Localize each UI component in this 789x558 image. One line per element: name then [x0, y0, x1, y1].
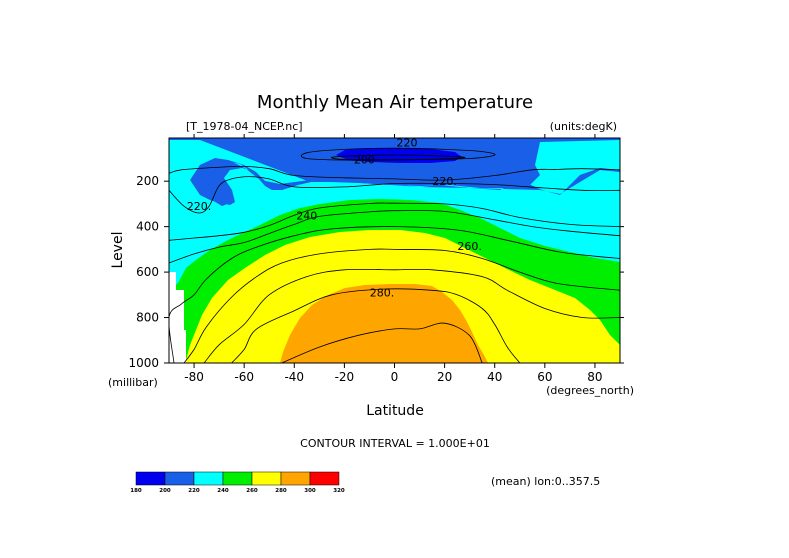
band-200-220-main — [169, 138, 620, 206]
source-file-label: [T_1978-04_NCEP.nc] — [186, 120, 303, 133]
x-tick-label: 20 — [437, 370, 452, 384]
x-axis-title: Latitude — [366, 403, 424, 419]
contour-interval-note: CONTOUR INTERVAL = 1.000E+01 — [300, 437, 490, 450]
isotherm-220-2 — [169, 165, 620, 181]
chart-title: Monthly Mean Air temperature — [257, 92, 533, 113]
colorbar-label: 300 — [304, 488, 316, 494]
colorbar-swatch — [193, 471, 224, 486]
band-200-220 — [169, 138, 620, 205]
colorbar: 180 200 220 240 260 280 300 320 — [130, 471, 345, 494]
isotherm-220-3 — [169, 176, 620, 214]
colorbar-swatch — [280, 471, 311, 486]
colorbar-swatch — [164, 471, 195, 486]
averaging-note: (mean) lon:0..357.5 — [491, 475, 600, 488]
isotherm-270-8 — [203, 268, 620, 363]
contour-label: 240 — [296, 209, 317, 222]
contour-label: 280. — [370, 287, 395, 300]
y-tick-label: 200 — [136, 174, 159, 188]
y-tick-label: 1000 — [128, 356, 159, 370]
y-axis-title: Level — [110, 232, 126, 269]
missing-data-region-3 — [184, 330, 186, 363]
y-tick-label: 800 — [136, 311, 159, 325]
isotherm-290-10 — [281, 322, 483, 363]
x-tick-label: 40 — [487, 370, 502, 384]
colorbar-swatch — [222, 471, 253, 486]
x-axis-units: (degrees_north) — [546, 384, 634, 397]
isotherm-280-9 — [231, 288, 521, 363]
plot-area: 220 200 220. 220. 240 260. 280. — [168, 137, 621, 364]
y-tick-label: 600 — [136, 265, 159, 279]
isotherm-240-5 — [169, 210, 620, 264]
colorbar-label: 240 — [217, 488, 229, 494]
isotherm-230-4 — [169, 202, 620, 241]
colorbar-label: 280 — [275, 488, 287, 494]
colorbar-label: 260 — [246, 488, 258, 494]
contour-label: 220. — [187, 200, 212, 213]
y-tick-label: 400 — [136, 220, 159, 234]
colorbar-label: 200 — [159, 488, 171, 494]
x-tick-label: -60 — [234, 370, 254, 384]
colorbar-label: 220 — [188, 488, 200, 494]
colorbar-swatch — [309, 471, 340, 486]
x-tick-label: 0 — [391, 370, 399, 384]
contour-label: 220. — [432, 175, 457, 188]
isotherm-210-1 — [331, 154, 466, 161]
y-axis-units: (millibar) — [108, 376, 158, 389]
isotherm-260-7 — [183, 248, 620, 363]
colorbar-swatch — [251, 471, 282, 486]
contour-label: 220 — [397, 137, 418, 150]
x-tick-label: -20 — [335, 370, 355, 384]
colorbar-swatch — [135, 471, 166, 486]
x-tick-label: -40 — [284, 370, 304, 384]
band-280-300 — [280, 284, 488, 363]
isotherm-250-6 — [169, 226, 620, 363]
contour-label: 200 — [354, 154, 375, 167]
contour-label: 260. — [457, 240, 482, 253]
x-tick-label: -80 — [184, 370, 204, 384]
x-tick-label: 80 — [587, 370, 602, 384]
units-label: (units:degK) — [550, 120, 617, 133]
colorbar-label: 180 — [130, 488, 142, 494]
missing-data-region — [169, 272, 176, 363]
x-tick-label: 60 — [537, 370, 552, 384]
missing-data-region-2 — [176, 290, 184, 363]
colorbar-label: 320 — [333, 488, 345, 494]
isotherm-200-0 — [300, 147, 496, 161]
